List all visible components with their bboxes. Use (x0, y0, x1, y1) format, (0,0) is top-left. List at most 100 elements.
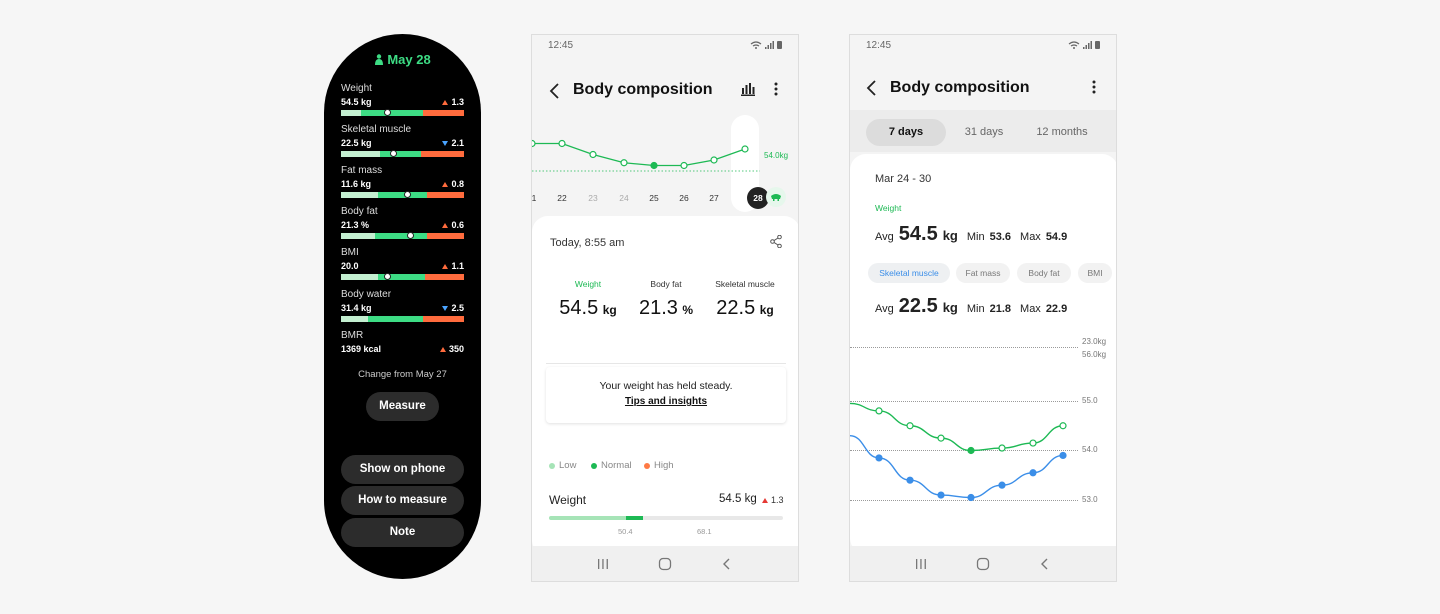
summary-muscle-label: Skeletal muscle (715, 279, 775, 289)
muscle-trend-point[interactable] (875, 454, 883, 462)
weight-point[interactable] (589, 150, 597, 159)
current-value-marker (404, 191, 412, 198)
watch-date-header: May 28 (324, 52, 481, 67)
home-icon[interactable] (976, 557, 990, 571)
watch-metric-name: Body water (341, 289, 392, 300)
weight-trend-point[interactable] (1029, 439, 1037, 447)
tab-7-days[interactable]: 7 days (888, 126, 924, 138)
muscle-trend-point[interactable] (998, 481, 1006, 489)
back-arrow-icon[interactable] (866, 80, 878, 96)
weight-trend-point[interactable] (906, 422, 914, 430)
watch-metric-row: 1369 kcal 350 (341, 343, 464, 355)
tab-31-days[interactable]: 31 days (964, 126, 1004, 138)
system-nav-bar (850, 546, 1116, 581)
muscle-trend-point[interactable] (967, 493, 975, 502)
share-icon[interactable] (770, 235, 782, 248)
device-icon[interactable] (766, 187, 786, 207)
page-title: Body composition (573, 81, 713, 98)
tab-12-months[interactable]: 12 months (1036, 126, 1088, 138)
back-arrow-icon[interactable] (549, 83, 561, 99)
gridline-53 (850, 500, 1078, 501)
chip-bmi[interactable]: BMI (1087, 268, 1103, 278)
weight-point[interactable] (620, 159, 628, 167)
muscle-stats: Avg 22.5 kg Min 21.8 Max 22.9 (875, 295, 1068, 317)
weight-point[interactable] (680, 161, 688, 170)
weight-trend-point[interactable] (875, 407, 883, 415)
range-high-label: 68.1 (697, 527, 712, 536)
muscle-trend-point[interactable] (906, 476, 914, 484)
wifi-icon (1068, 41, 1080, 49)
weight-row-value: 54.5 kg (719, 493, 757, 505)
weight-point[interactable] (558, 139, 566, 148)
chip-skeletal-muscle[interactable]: Skeletal muscle (879, 268, 939, 278)
chip-skeletal-muscle-bg (868, 263, 950, 283)
weight-point[interactable] (532, 139, 536, 148)
muscle-trend-point[interactable] (1029, 469, 1037, 477)
legend-high: High (644, 460, 674, 471)
more-options-icon[interactable] (1092, 80, 1096, 94)
day-label[interactable]: 25 (649, 193, 659, 203)
recent-apps-icon[interactable] (596, 557, 610, 571)
axis-label-muscle-top: 23.0kg (1082, 337, 1107, 346)
watch-metric-value: 22.5 kg (341, 138, 372, 148)
watch-metric-range-bar (341, 316, 464, 322)
day-label[interactable]: 22 (557, 193, 567, 203)
watch-metric: Weight 54.5 kg 1.3 (341, 83, 464, 116)
daily-weight-chart (532, 139, 760, 172)
chip-fat-mass[interactable]: Fat mass (965, 268, 1001, 278)
current-value-marker (383, 109, 391, 116)
watch-metric: Body fat 21.3 % 0.6 (341, 206, 464, 239)
chip-body-fat[interactable]: Body fat (1028, 268, 1060, 278)
selected-day-label[interactable]: 28 (747, 187, 769, 209)
how-to-measure-button[interactable]: How to measure (341, 486, 464, 515)
watch-metric-name: BMI (341, 247, 359, 258)
show-on-phone-button[interactable]: Show on phone (341, 455, 464, 484)
back-nav-icon[interactable] (1038, 557, 1052, 571)
up-arrow-icon (762, 497, 768, 503)
day-label[interactable]: 1 (531, 193, 537, 203)
muscle-trend-point[interactable] (937, 491, 945, 499)
legend-low-dot (549, 462, 555, 469)
down-arrow-icon (442, 140, 449, 146)
day-label[interactable]: 23 (588, 193, 598, 203)
day-label[interactable]: 26 (679, 193, 689, 203)
watch-metric: Body water 31.4 kg 2.5 (341, 289, 464, 322)
weight-point[interactable] (741, 145, 749, 153)
gridline-54 (850, 450, 1078, 451)
day-label[interactable]: 24 (619, 193, 629, 203)
weight-point[interactable] (710, 156, 718, 164)
weight-point[interactable] (650, 161, 658, 170)
insight-box (546, 367, 786, 423)
range-segment (360, 110, 424, 116)
divider (546, 363, 786, 364)
weight-trend-point[interactable] (1059, 422, 1067, 430)
bar-chart-icon[interactable] (741, 82, 755, 96)
muscle-trend-point[interactable] (1059, 451, 1067, 460)
weekly-trend-chart (850, 402, 1067, 502)
measure-button[interactable]: Measure (366, 392, 439, 421)
weight-trend-point[interactable] (967, 446, 975, 455)
back-nav-icon[interactable] (720, 557, 734, 571)
watch-screen: May 28 Weight 54.5 kg 1.3 Skeletal muscle 22… (324, 34, 481, 579)
weight-stats: Avg 54.5 kg Min 53.6 Max 54.9 (875, 223, 1068, 245)
status-time: 12:45 (866, 40, 892, 51)
range-segment (341, 110, 361, 116)
home-icon[interactable] (658, 557, 672, 571)
range-segment (377, 274, 425, 280)
weight-trend-point[interactable] (937, 434, 945, 442)
weight-trend-point[interactable] (998, 444, 1006, 452)
weight-range-bar (549, 516, 783, 520)
watch-metric-name: BMR (341, 330, 364, 341)
note-button[interactable]: Note (341, 518, 464, 547)
weight-line (532, 142, 746, 167)
signal-icon (765, 41, 774, 49)
normal-range-segment (626, 516, 643, 520)
day-label[interactable]: 27 (709, 193, 719, 203)
recent-apps-icon[interactable] (914, 557, 928, 571)
insight-text: Your weight has held steady. (599, 380, 733, 392)
measured-time: Today, 8:55 am (550, 237, 625, 249)
range-segment (423, 110, 464, 116)
more-options-icon[interactable] (774, 82, 778, 96)
axis-label-weight-top: 56.0kg (1082, 350, 1107, 359)
tips-link[interactable]: Tips and insights (624, 396, 708, 407)
